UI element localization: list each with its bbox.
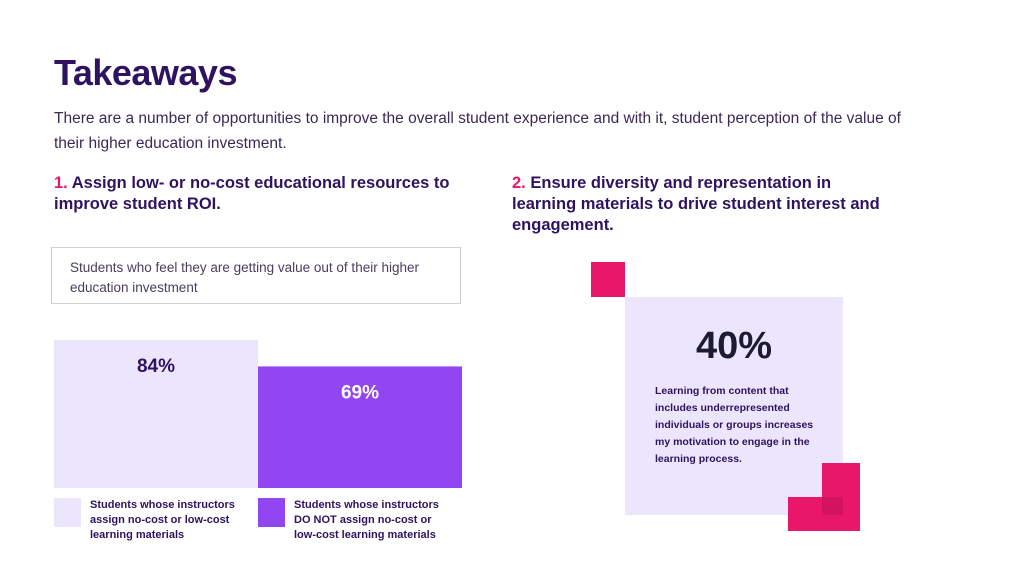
takeaway-2-heading: 2. Ensure diversity and representation i… — [512, 173, 892, 236]
takeaway-2-number: 2. — [512, 174, 526, 192]
legend-item-1: Students whose instructors assign no-cos… — [54, 498, 250, 543]
legend-label-2: Students whose instructors DO NOT assign… — [294, 499, 439, 541]
page-subtitle: There are a number of opportunities to i… — [54, 110, 901, 152]
chart-question-box: Students who feel they are getting value… — [51, 247, 461, 304]
bar-1 — [54, 340, 258, 488]
takeaway-1-text: Assign low- or no-cost educational resou… — [54, 174, 450, 213]
legend-swatch-2 — [258, 498, 285, 527]
page-title: Takeaways — [54, 52, 237, 93]
legend-item-2: Students whose instructors DO NOT assign… — [258, 498, 454, 543]
stat-description: Learning from content that includes unde… — [655, 385, 814, 465]
decorative-overlap — [822, 497, 843, 515]
bar-value-label-1: 84% — [137, 356, 175, 377]
bar-2 — [258, 366, 462, 488]
chart-question-text: Students who feel they are getting value… — [70, 260, 419, 295]
takeaway-2-text: Ensure diversity and representation in l… — [512, 174, 880, 234]
stat-card: 40% Learning from content that includes … — [625, 297, 843, 515]
bar-chart: 84% 69% — [54, 340, 462, 488]
takeaway-1-number: 1. — [54, 174, 68, 192]
stat-value: 40% — [695, 325, 773, 367]
takeaway-1-heading: 1. Assign low- or no-cost educational re… — [54, 173, 474, 215]
legend-label-1: Students whose instructors assign no-cos… — [90, 499, 235, 541]
decorative-square-top-left — [591, 262, 625, 297]
bar-value-label-2: 69% — [341, 382, 379, 403]
legend-swatch-1 — [54, 498, 81, 527]
